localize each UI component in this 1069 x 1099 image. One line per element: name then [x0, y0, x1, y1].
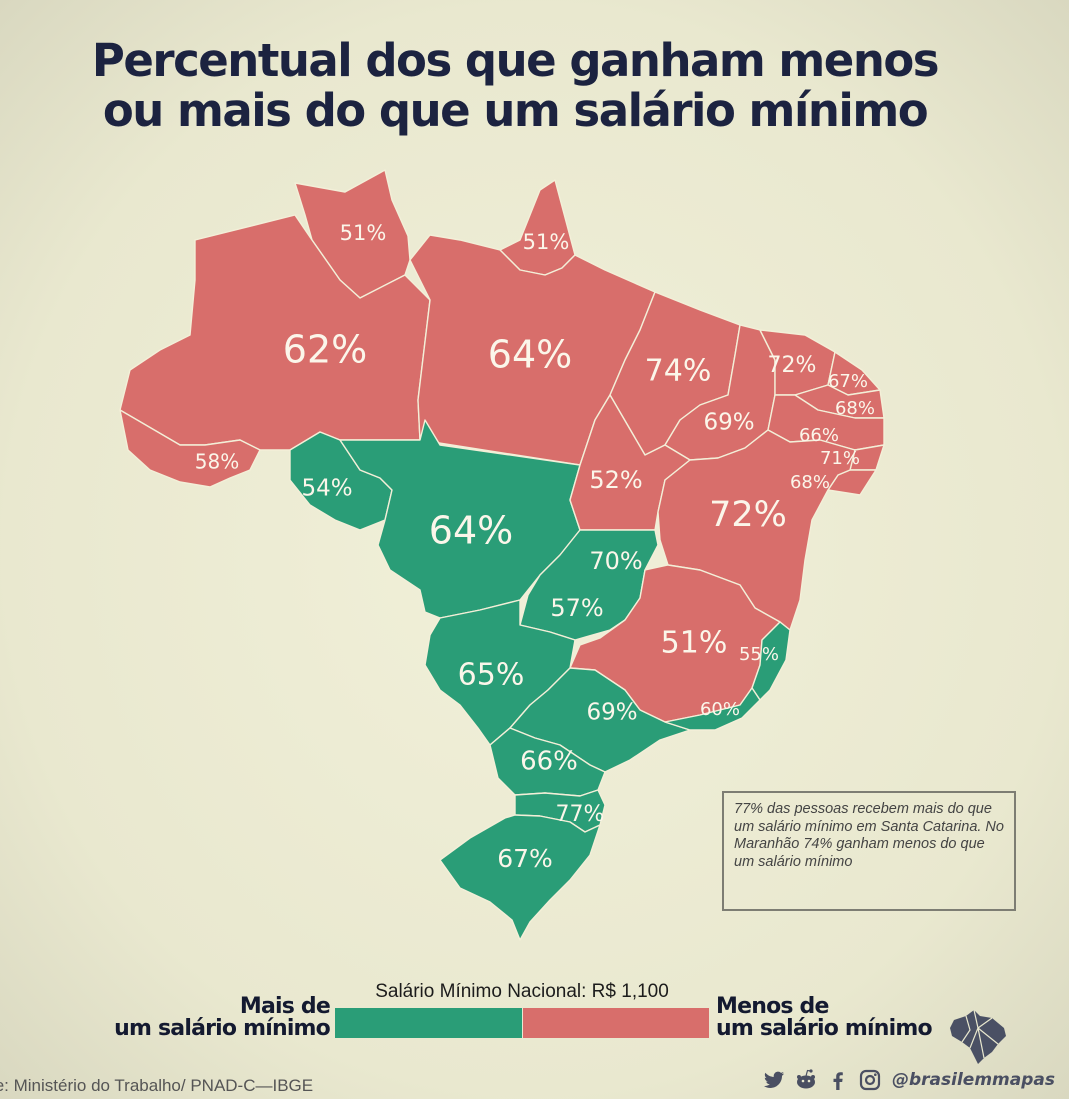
- legend-more-line-2: um salário mínimo: [114, 1016, 331, 1041]
- state-label-go: 57%: [550, 594, 603, 622]
- states-layer: [119, 169, 885, 941]
- legend-less-line-2: um salário mínimo: [716, 1016, 933, 1041]
- brazil-logo-icon: [950, 1009, 1006, 1064]
- state-sp: [509, 667, 691, 773]
- state-label-am: 62%: [283, 328, 367, 372]
- state-label-ap: 51%: [523, 230, 570, 254]
- state-label-pr: 66%: [520, 747, 578, 777]
- source-credit: te: Ministério do Trabalho/ PNAD-C—IBGE: [0, 1076, 314, 1095]
- legend-caption: Salário Mínimo Nacional: R$ 1,100: [375, 981, 669, 1002]
- state-label-pi: 69%: [703, 410, 754, 436]
- legend-swatch-more: [335, 1008, 522, 1038]
- state-rr: [294, 169, 411, 299]
- state-label-es: 55%: [739, 644, 779, 665]
- state-ac: [119, 409, 261, 488]
- social-handle[interactable]: @brasilemmapas: [892, 1070, 1055, 1090]
- state-label-se: 68%: [790, 472, 830, 493]
- state-go: [519, 529, 659, 641]
- state-label-rs: 67%: [497, 844, 553, 873]
- state-label-rn: 67%: [828, 371, 868, 392]
- social-bar: @brasilemmapas: [762, 1066, 1055, 1094]
- title-line-2: ou mais do que um salário mínimo: [102, 84, 929, 137]
- state-label-sp: 69%: [586, 700, 637, 726]
- state-label-ce: 72%: [768, 353, 817, 378]
- reddit-icon[interactable]: [794, 1068, 818, 1092]
- instagram-icon[interactable]: [858, 1068, 882, 1092]
- state-label-rr: 51%: [340, 221, 387, 245]
- state-label-al: 71%: [820, 448, 860, 469]
- annotation-box: 77% das pessoas recebem mais do que um s…: [722, 791, 1016, 911]
- state-label-mt: 64%: [429, 509, 513, 553]
- facebook-icon[interactable]: [826, 1068, 850, 1092]
- state-rj: [664, 687, 761, 731]
- state-label-sc: 77%: [556, 802, 605, 827]
- state-label-pb: 68%: [835, 398, 875, 419]
- state-rs: [439, 814, 601, 941]
- state-label-pa: 64%: [488, 333, 572, 377]
- state-to: [569, 394, 691, 531]
- state-label-mg: 51%: [661, 626, 728, 661]
- legend-less-line-1: Menos de: [716, 994, 829, 1019]
- legend-label-less: Menos de um salário mínimo: [716, 996, 956, 1040]
- title-line-1: Percentual dos que ganham menos: [91, 34, 940, 87]
- state-label-ma: 74%: [645, 354, 712, 389]
- map-title: Percentual dos que ganham menos ou mais …: [0, 36, 1030, 136]
- state-label-ba: 72%: [709, 495, 787, 535]
- state-ba: [657, 429, 856, 631]
- twitter-icon[interactable]: [762, 1068, 786, 1092]
- legend-label-more: Mais de um salário mínimo: [100, 994, 331, 1041]
- labels-layer: 51% 51%62% 64%58%54%64%74%69%72%67%68%66%7…: [195, 221, 875, 873]
- state-label-ms: 65%: [458, 658, 525, 693]
- legend-more-line-1: Mais de: [239, 994, 331, 1019]
- state-label-to: 52%: [589, 466, 642, 494]
- state-label-ro: 54%: [301, 476, 352, 502]
- state-label-df: 70%: [589, 547, 642, 575]
- state-label-ac: 58%: [195, 450, 239, 474]
- legend-swatch-less: [523, 1008, 709, 1038]
- state-label-pe: 66%: [799, 425, 839, 446]
- annotation-text: 77% das pessoas recebem mais do que um s…: [734, 801, 1004, 870]
- state-label-rj: 60%: [700, 699, 740, 720]
